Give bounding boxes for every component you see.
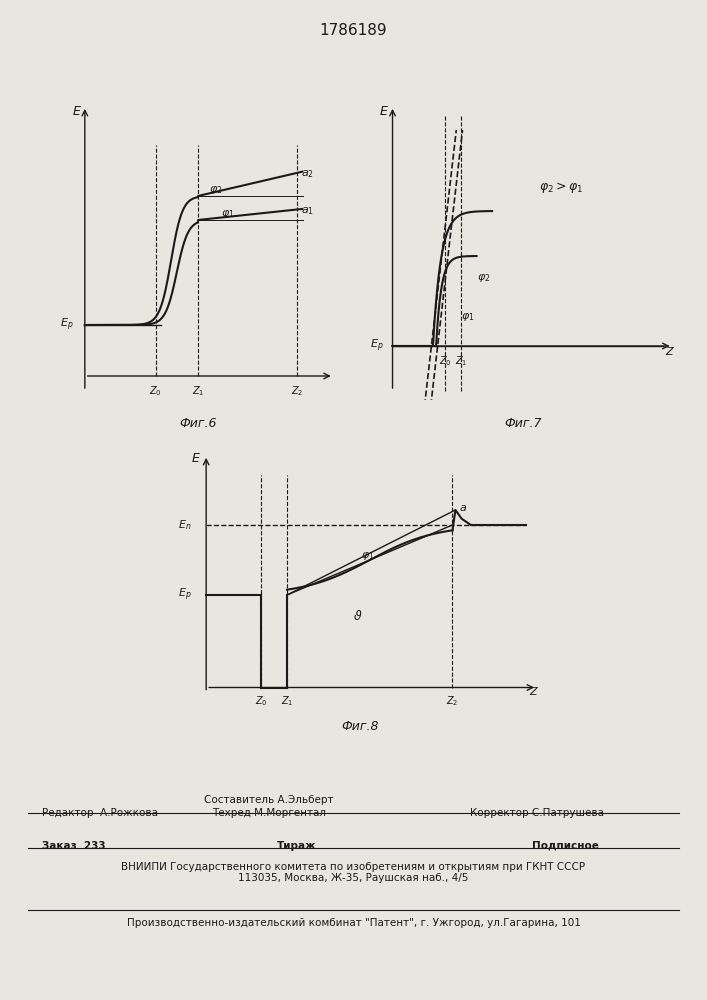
Text: Составитель А.Эльберт: Составитель А.Эльберт: [204, 795, 334, 805]
Text: E: E: [379, 105, 387, 118]
Text: ВНИИПИ Государственного комитета по изобретениям и открытиям при ГКНТ СССР: ВНИИПИ Государственного комитета по изоб…: [122, 862, 585, 872]
Text: Заказ  233: Заказ 233: [42, 841, 106, 851]
Text: $\varphi_2 > \varphi_1$: $\varphi_2 > \varphi_1$: [539, 180, 583, 195]
Text: $Z_0$: $Z_0$: [439, 354, 452, 368]
Text: Фиг.8: Фиг.8: [341, 720, 380, 733]
Text: Редактор  А.Рожкова: Редактор А.Рожкова: [42, 808, 158, 818]
Text: Корректор С.Патрушева: Корректор С.Патрушева: [470, 808, 604, 818]
Text: $a_2$: $a_2$: [301, 169, 314, 180]
Text: $Z_2$: $Z_2$: [446, 694, 459, 708]
Text: Подписное: Подписное: [532, 841, 599, 851]
Text: $E_n$: $E_n$: [178, 518, 192, 532]
Text: $\varphi_2$: $\varphi_2$: [209, 184, 223, 196]
Text: $Z_1$: $Z_1$: [455, 354, 467, 368]
Text: E: E: [72, 105, 81, 118]
Text: $E_p$: $E_p$: [60, 317, 74, 333]
Text: E: E: [191, 452, 199, 466]
Text: $Z_1$: $Z_1$: [192, 384, 204, 398]
Text: Фиг.6: Фиг.6: [179, 417, 217, 430]
Text: Z: Z: [530, 687, 537, 697]
Text: 113035, Москва, Ж-35, Раушская наб., 4/5: 113035, Москва, Ж-35, Раушская наб., 4/5: [238, 873, 469, 883]
Text: $\varphi_1$: $\varphi_1$: [361, 550, 374, 562]
Text: Z: Z: [665, 347, 673, 357]
Text: $\varphi_1$: $\varphi_1$: [221, 208, 234, 220]
Text: Производственно-издательский комбинат "Патент", г. Ужгород, ул.Гагарина, 101: Производственно-издательский комбинат "П…: [127, 918, 580, 928]
Text: $\varphi_2$: $\varphi_2$: [477, 272, 490, 284]
Text: $Z_2$: $Z_2$: [291, 384, 303, 398]
Text: Техред М.Моргентал: Техред М.Моргентал: [211, 808, 326, 818]
Text: $E_p$: $E_p$: [370, 338, 383, 354]
Text: $Z_1$: $Z_1$: [281, 694, 293, 708]
Text: $E_p$: $E_p$: [178, 587, 192, 603]
Text: $a_1$: $a_1$: [301, 205, 314, 217]
Text: $\vartheta$: $\vartheta$: [354, 609, 363, 623]
Text: Тираж: Тираж: [277, 841, 317, 851]
Text: $a$: $a$: [459, 503, 467, 513]
Text: Фиг.7: Фиг.7: [504, 417, 542, 430]
Text: $Z_0$: $Z_0$: [149, 384, 162, 398]
Text: 1786189: 1786189: [320, 23, 387, 38]
Text: $Z_0$: $Z_0$: [255, 694, 268, 708]
Text: $\varphi_1$: $\varphi_1$: [461, 311, 474, 323]
